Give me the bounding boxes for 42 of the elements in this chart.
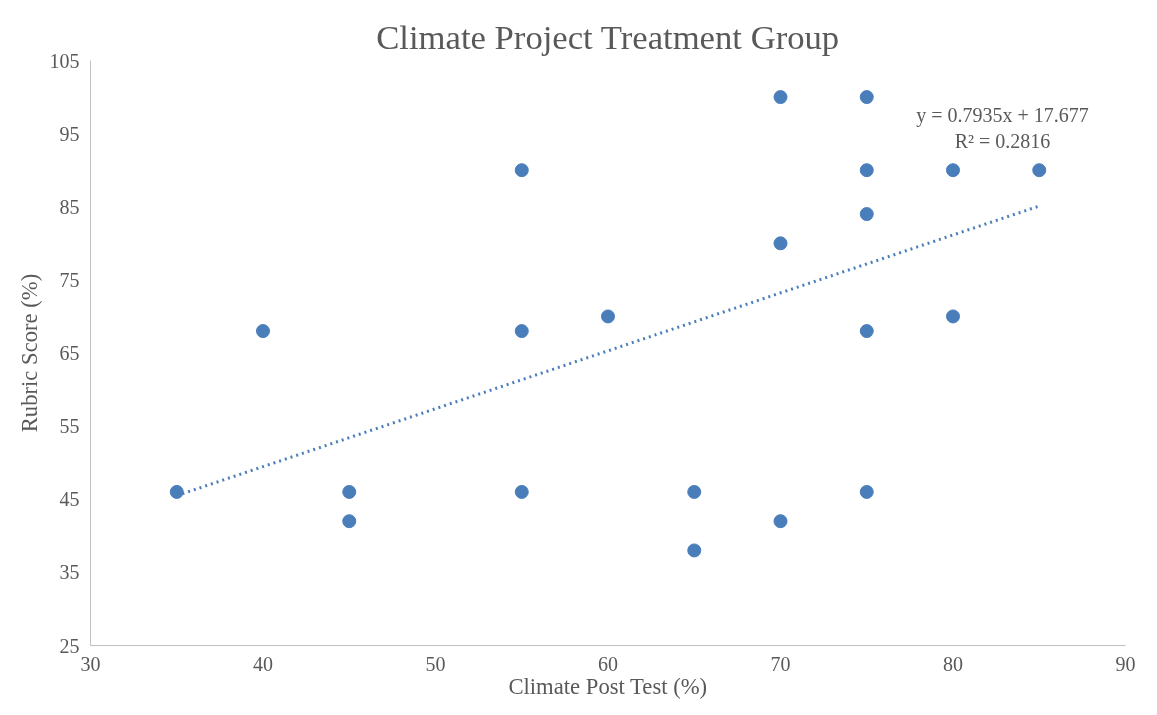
point bbox=[946, 309, 960, 324]
y-tick-label: 25 bbox=[59, 634, 80, 657]
point bbox=[514, 484, 529, 499]
x-tick-label: 70 bbox=[770, 652, 791, 675]
x-tick-label: 40 bbox=[253, 652, 273, 675]
annotation: y = 0.7935x + 17.677 bbox=[916, 103, 1089, 127]
point bbox=[687, 484, 702, 499]
x-tick-label: 90 bbox=[1115, 652, 1136, 675]
x-tick-label: 80 bbox=[943, 652, 963, 675]
point bbox=[256, 324, 270, 339]
point bbox=[1032, 163, 1047, 178]
point bbox=[514, 324, 529, 339]
point bbox=[859, 324, 874, 339]
point bbox=[601, 309, 615, 324]
y-tick-label: 105 bbox=[49, 49, 80, 72]
point bbox=[859, 163, 874, 178]
x-tick-label: 60 bbox=[598, 652, 618, 675]
y-tick-label: 75 bbox=[59, 268, 80, 291]
y-axis-title: Rubric Score (%) bbox=[16, 273, 42, 433]
point bbox=[773, 236, 788, 251]
point bbox=[859, 207, 874, 222]
x-axis-title: Climate Post Test (%) bbox=[508, 673, 708, 699]
point bbox=[514, 163, 529, 178]
point bbox=[169, 484, 184, 499]
point bbox=[859, 484, 874, 499]
point bbox=[773, 90, 788, 105]
y-tick-label: 95 bbox=[59, 122, 80, 145]
y-tick-label: 85 bbox=[59, 195, 80, 218]
point bbox=[342, 514, 357, 529]
point bbox=[687, 543, 702, 558]
y-tick-label: 35 bbox=[59, 561, 80, 584]
point bbox=[773, 514, 788, 529]
point bbox=[342, 484, 357, 499]
annotation: R² = 0.2816 bbox=[954, 129, 1051, 152]
x-tick-label: 30 bbox=[80, 652, 101, 675]
point bbox=[946, 163, 960, 178]
chart-title: Climate Project Treatment Group bbox=[376, 17, 840, 56]
x-tick-label: 50 bbox=[425, 652, 446, 675]
y-tick-label: 55 bbox=[59, 415, 80, 438]
y-tick-label: 45 bbox=[59, 488, 80, 511]
y-tick-label: 65 bbox=[59, 342, 80, 364]
point bbox=[859, 90, 874, 105]
